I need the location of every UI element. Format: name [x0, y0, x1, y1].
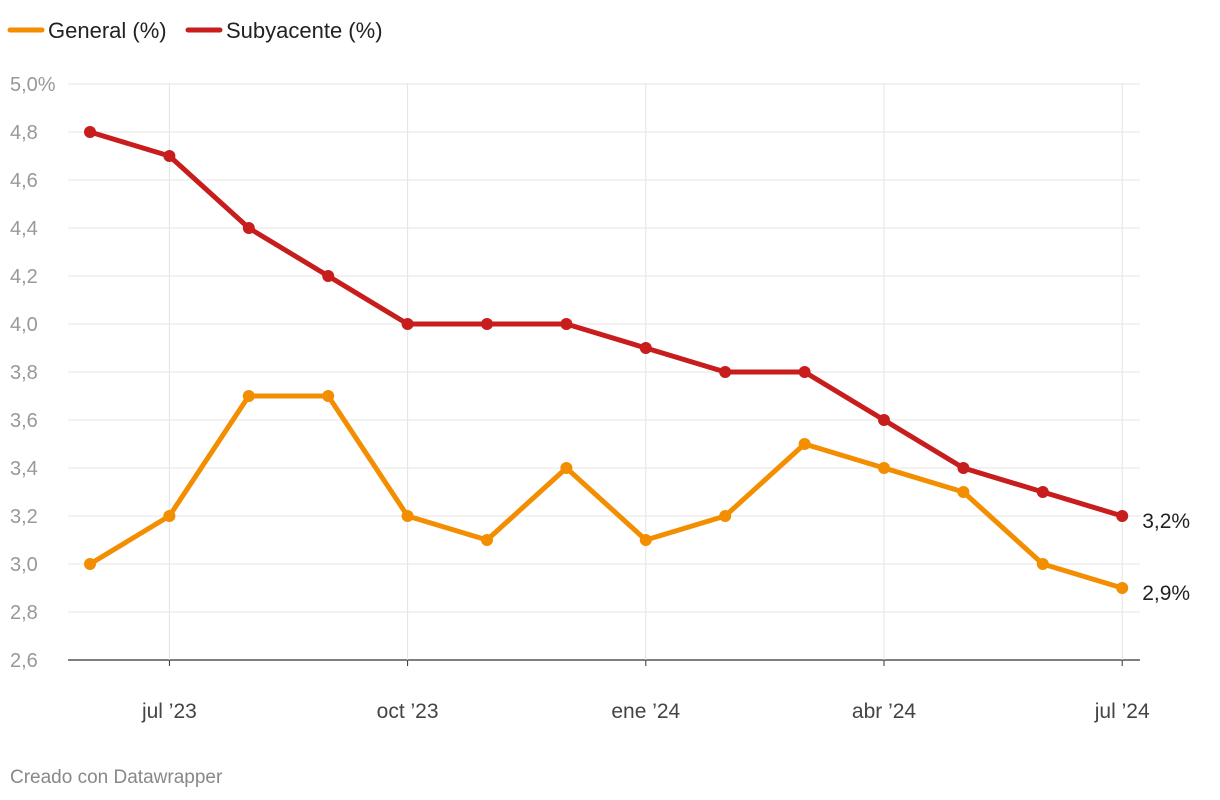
series-general — [84, 390, 1129, 594]
y-tick-label: 5,0% — [10, 74, 56, 96]
data-point — [719, 510, 732, 522]
data-point — [1036, 486, 1049, 498]
data-point — [84, 126, 96, 138]
y-tick-label: 4,6 — [10, 170, 38, 192]
series-subyacente — [84, 126, 1129, 522]
y-tick-label: 4,2 — [10, 266, 38, 288]
legend-label: General (%) — [48, 18, 167, 43]
data-point — [401, 318, 414, 330]
data-point — [481, 534, 493, 546]
data-point — [798, 366, 811, 378]
data-point — [322, 390, 335, 402]
x-tick-label: jul ’24 — [1094, 700, 1150, 723]
x-axis-ticks: jul ’23 oct ’23 ene ’24 abr ’24 jul ’24 — [141, 660, 1150, 723]
y-tick-label: 3,0 — [10, 554, 38, 576]
series-line — [87, 393, 1125, 591]
y-tick-label: 3,6 — [10, 410, 38, 432]
legend: General (%) Subyacente (%) — [7, 18, 383, 43]
data-point — [163, 150, 176, 162]
end-labels: 2,9% 3,2% — [1142, 510, 1190, 605]
data-point — [798, 438, 811, 450]
data-point — [878, 414, 890, 426]
data-point — [322, 270, 335, 282]
x-tick-label: jul ’23 — [141, 700, 197, 723]
y-tick-label: 3,8 — [10, 362, 38, 384]
x-tick-label: abr ’24 — [852, 700, 917, 723]
data-point — [1116, 510, 1129, 522]
data-point — [481, 318, 493, 330]
data-point — [639, 342, 652, 354]
y-tick-label: 4,4 — [10, 218, 38, 240]
gridlines — [68, 83, 1140, 661]
y-tick-label: 4,8 — [10, 122, 38, 144]
data-point — [401, 510, 414, 522]
data-point — [957, 462, 970, 474]
data-point — [560, 318, 573, 330]
legend-label: Subyacente (%) — [226, 18, 383, 43]
data-point — [639, 534, 652, 546]
data-point — [957, 486, 970, 498]
data-point — [1036, 558, 1049, 570]
data-point — [242, 222, 255, 234]
series-group — [84, 126, 1129, 594]
data-point — [84, 558, 96, 570]
end-label: 2,9% — [1142, 582, 1190, 605]
data-point — [242, 390, 255, 402]
y-tick-label: 3,4 — [10, 458, 38, 480]
x-tick-label: oct ’23 — [377, 700, 439, 723]
data-point — [878, 462, 890, 474]
series-line — [87, 129, 1125, 519]
y-tick-label: 2,8 — [10, 602, 38, 624]
x-tick-label: ene ’24 — [611, 700, 680, 723]
end-label: 3,2% — [1142, 510, 1190, 533]
y-axis-ticks: 5,0% 4,8 4,6 4,4 4,2 4,0 3,8 3,6 3,4 3,2 3,0 2,8 2,6 — [10, 74, 56, 672]
data-point — [560, 462, 573, 474]
data-point — [163, 510, 176, 522]
y-tick-label: 2,6 — [10, 650, 38, 672]
data-point — [719, 366, 732, 378]
credit-text: Creado con Datawrapper — [10, 767, 223, 788]
y-tick-label: 4,0 — [10, 314, 38, 336]
y-tick-label: 3,2 — [10, 506, 38, 528]
data-point — [1116, 582, 1129, 594]
